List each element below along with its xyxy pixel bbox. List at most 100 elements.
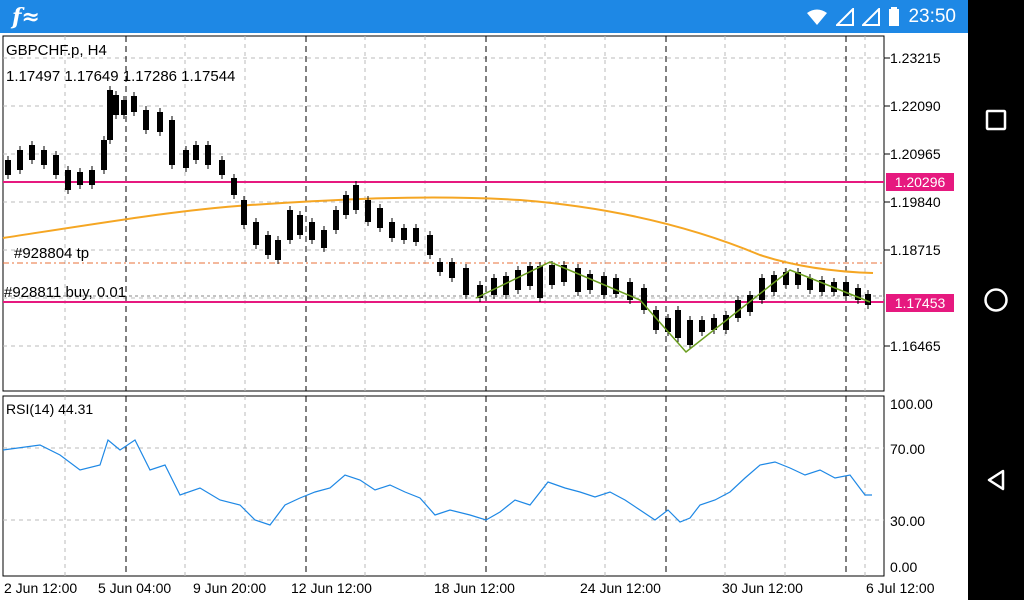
candle-body [503, 276, 509, 295]
candle-body [297, 215, 303, 235]
candle-body [157, 112, 163, 132]
rsi-axis-label: 100.00 [890, 396, 933, 412]
candle-body [587, 274, 593, 290]
candle-body [575, 268, 581, 292]
price-axis-label: 1.20965 [890, 146, 941, 162]
status-icons: 23:50 [806, 6, 956, 28]
current-price-tag: 1.17453 [886, 294, 954, 312]
rsi-axis-label: 0.00 [890, 559, 918, 575]
candle-body [131, 96, 137, 112]
candle-body [735, 300, 741, 318]
time-axis-label: 12 Jun 12:00 [291, 580, 372, 596]
battery-icon [889, 7, 900, 26]
candle-body [101, 140, 107, 170]
candle-body [747, 295, 753, 312]
candle-body [795, 272, 801, 285]
candle-body [491, 278, 497, 295]
circle-icon [984, 288, 1008, 312]
candle-body [641, 288, 647, 310]
candle-body [309, 222, 315, 240]
candle-body [699, 320, 705, 332]
candle-body [807, 278, 813, 290]
candle-body [537, 266, 543, 298]
candle-body [219, 160, 225, 175]
price-axis-label: 1.22090 [890, 98, 941, 114]
chart-canvas[interactable] [0, 33, 968, 600]
candle-body [231, 178, 237, 195]
candle-body [427, 235, 433, 255]
candle-body [665, 318, 671, 332]
moving-average-line [2, 196, 874, 274]
status-time: 23:50 [908, 6, 956, 27]
candle-body [287, 210, 293, 240]
candle-body [515, 270, 521, 290]
candle-body [653, 310, 659, 330]
time-axis-label: 6 Jul 12:00 [866, 580, 935, 596]
candle-body [275, 240, 281, 260]
candle-body [321, 230, 327, 248]
candle-body [687, 320, 693, 345]
candle-body [819, 280, 825, 292]
candle-body [65, 170, 71, 190]
candle-body [865, 294, 871, 305]
zigzag-indicator [475, 261, 871, 354]
candle-body [723, 315, 729, 330]
candle-body [143, 110, 149, 130]
candle-body [5, 160, 11, 175]
position-label: #928811 buy, 0.01 [4, 284, 127, 301]
candle-body [561, 265, 567, 282]
time-axis-label: 5 Jun 04:00 [98, 580, 172, 596]
signal-icon [862, 8, 881, 26]
rsi-line [2, 438, 872, 526]
ohlc-values: 1.17497 1.17649 1.17286 1.17544 [6, 68, 236, 85]
symbol-timeframe: GBPCHF.p, H4 [6, 42, 107, 59]
candle-body [463, 268, 469, 295]
candle-body [527, 266, 533, 286]
candle-body [17, 150, 23, 170]
wifi-icon [807, 9, 828, 25]
candle-body [89, 170, 95, 185]
price-line-tag: 1.20296 [886, 173, 954, 191]
candle-body [449, 262, 455, 278]
candle-body [241, 200, 247, 225]
candle-body [401, 228, 407, 240]
time-axis-label: 2 Jun 12:00 [4, 580, 78, 596]
candle-body [711, 318, 717, 330]
candle-body [759, 278, 765, 300]
candle-body [365, 200, 371, 222]
candle-body [169, 120, 175, 165]
chart-area[interactable]: GBPCHF.p, H4 1.17497 1.17649 1.17286 1.1… [0, 33, 968, 600]
candle-body [437, 262, 443, 272]
candle-body [41, 150, 47, 165]
candle-body [627, 282, 633, 300]
back-button[interactable] [968, 452, 1024, 508]
price-axis-label: 1.18715 [890, 242, 941, 258]
candle-body [265, 235, 271, 255]
candle-body [855, 288, 861, 300]
main-chart-frame [2, 35, 885, 392]
signal-icon [836, 8, 855, 26]
price-axis-label: 1.23215 [890, 50, 941, 66]
candle-body [549, 265, 555, 285]
rsi-label: RSI(14) 44.31 [6, 401, 94, 417]
candle-body [107, 90, 113, 140]
home-button[interactable] [968, 272, 1024, 328]
fx-logo-icon: f≈ [12, 4, 40, 30]
navigation-bar [968, 0, 1024, 600]
candle-body [333, 210, 339, 230]
candle-body [77, 172, 83, 185]
triangle-back-icon [987, 469, 1005, 491]
time-axis-label: 30 Jun 12:00 [722, 580, 803, 596]
square-icon [985, 109, 1007, 131]
candle-body [843, 282, 849, 296]
rsi-chart-frame [2, 395, 885, 577]
candle-body [343, 195, 349, 215]
tp-label: #928804 tp [14, 245, 90, 262]
candle-body [53, 155, 59, 175]
recents-button[interactable] [968, 92, 1024, 148]
candle-body [183, 150, 189, 168]
candle-body [205, 145, 211, 165]
price-axis-label: 1.19840 [890, 194, 941, 210]
time-axis-label: 9 Jun 20:00 [193, 580, 267, 596]
candle-body [353, 185, 359, 210]
